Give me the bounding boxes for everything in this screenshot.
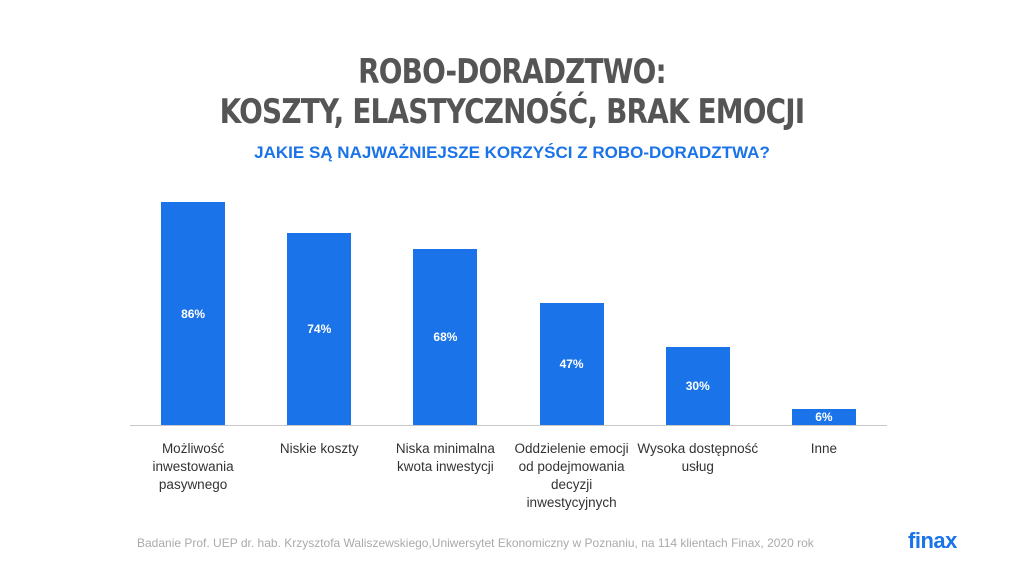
bar [539,303,604,425]
data-label: 30% [685,379,710,394]
x-tick-label: Niskie koszty [279,441,359,456]
x-tick-label: Możliwość inwestowania pasywnego [152,441,234,492]
bar [665,347,730,425]
bar [413,248,478,425]
x-tick-label: Wysoka dostępność usług [637,441,759,474]
x-tick-label: Niska minimalna kwota inwestycji [395,441,495,474]
logo: finax [908,528,957,553]
data-label: 6% [815,410,833,425]
chart-title: ROBO-DORADZTWO: [358,52,667,92]
x-tick-label: Inne [810,441,838,456]
data-label: 86% [181,306,206,321]
x-tick-label: Oddzielenie emocji od podejmowania decyz… [514,441,629,510]
bar [161,202,226,425]
chart-title: KOSZTY, ELASTYCZNOŚĆ, BRAK EMOCJI [219,92,806,132]
bar [791,409,856,425]
source-note: Badanie Prof. UEP dr. hab. Krzysztofa Wa… [137,536,814,550]
chart-subtitle: JAKIE SĄ NAJWAŻNIEJSZE KORZYŚCI Z ROBO-D… [254,143,770,162]
data-label: 74% [307,322,332,337]
data-label: 68% [433,329,458,344]
bar [287,233,352,425]
baseline [130,425,887,426]
data-label: 47% [559,357,584,372]
